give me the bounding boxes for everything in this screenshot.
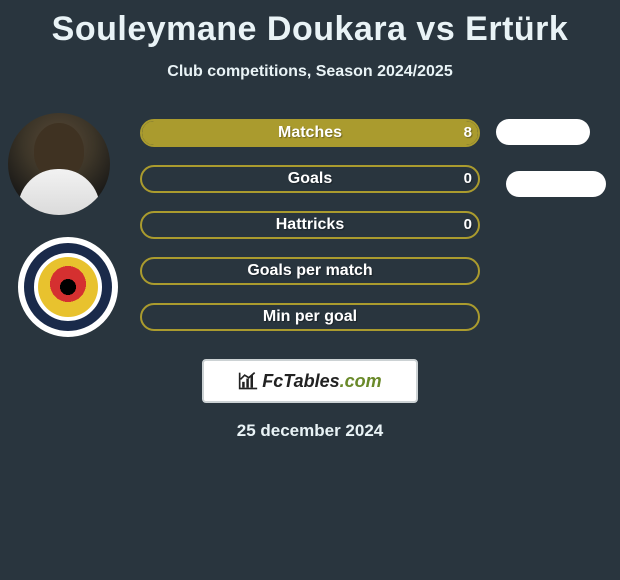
bar-value-left: 8 [464,119,472,147]
player2-club-badge [18,237,118,337]
bar-value-left: 0 [464,165,472,193]
player1-avatar [8,113,110,215]
page-subtitle: Club competitions, Season 2024/2025 [0,63,620,81]
stat-bars: Matches8Goals0Hattricks0Goals per matchM… [140,119,480,349]
fctables-logo-box: FcTables.com [202,359,418,403]
stat-bar-row: Matches8 [140,119,480,147]
stat-bar-row: Goals per match [140,257,480,285]
stat-pills [490,119,610,379]
stat-bar-row: Min per goal [140,303,480,331]
bar-label: Matches [140,119,480,147]
logo-text: FcTables.com [262,371,381,392]
stat-bar-row: Goals0 [140,165,480,193]
bar-label: Goals [140,165,480,193]
logo-domain: .com [340,371,382,391]
bar-label: Hattricks [140,211,480,239]
stat-pill [496,119,590,145]
badge-inner [38,257,98,317]
bar-label: Goals per match [140,257,480,285]
date-text: 25 december 2024 [0,421,620,441]
avatars-column [8,113,118,337]
stat-bar-row: Hattricks0 [140,211,480,239]
logo-brand: FcTables [262,371,339,391]
bar-label: Min per goal [140,303,480,331]
page-title: Souleymane Doukara vs Ertürk [0,0,620,49]
chart-icon [238,371,258,391]
stat-pill [506,171,606,197]
comparison-content: Matches8Goals0Hattricks0Goals per matchM… [0,113,620,343]
bar-value-left: 0 [464,211,472,239]
